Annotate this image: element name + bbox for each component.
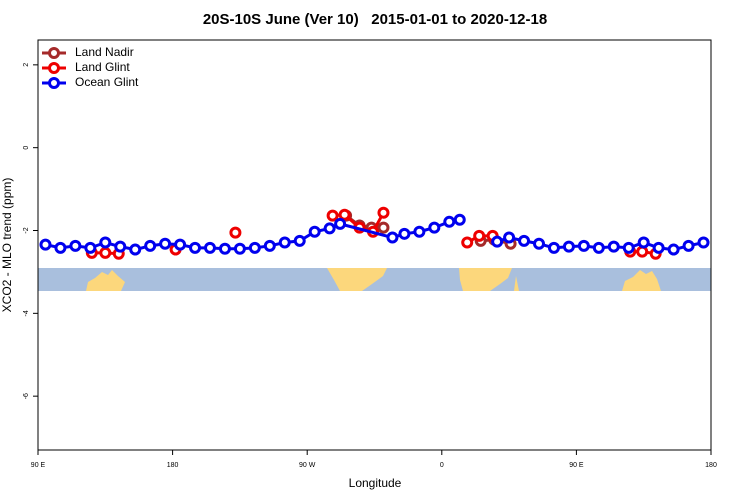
data-point [308,225,321,238]
data-point [248,241,261,254]
y-tick-label: 0 [23,146,30,150]
data-point [54,241,67,254]
data-point [114,240,127,253]
x-tick-label: 180 [167,462,179,469]
data-point [229,226,242,239]
data-point [39,238,52,251]
x-tick-label: 90 E [569,462,584,469]
data-point [338,208,351,221]
data-point [263,239,276,252]
data-point [491,235,504,248]
legend-label: Land Glint [75,60,130,74]
land-shape [514,276,519,291]
data-point [503,231,516,244]
data-point [533,237,546,250]
x-tick-label: 90 E [31,462,46,469]
data-point [189,241,202,254]
land-shape [459,268,512,291]
land-shape [86,270,125,291]
data-point [159,237,172,250]
chart-title: 20S-10S June (Ver 10) 2015-01-01 to 2020… [203,11,547,28]
y-tick-label: -4 [23,310,30,316]
legend-marker [48,77,60,89]
data-point [473,229,486,242]
data-point [607,240,620,253]
data-point [233,242,246,255]
legend-label: Ocean Glint [75,75,139,89]
data-point [547,241,560,254]
data-point [518,234,531,247]
legend-marker [48,47,60,59]
data-point [377,221,390,234]
legend-marker [48,62,60,74]
data-point [652,241,665,254]
x-axis-label: Longitude [349,476,402,490]
data-point [278,236,291,249]
data-point [144,239,157,252]
y-tick-label: 2 [23,63,30,67]
data-point [562,240,575,253]
legend-label: Land Nadir [75,45,134,59]
map-strip [38,268,711,291]
data-point [461,236,474,249]
land-shape [327,268,387,291]
x-tick-label: 180 [705,462,717,469]
data-point [69,239,82,252]
data-point [203,241,216,254]
y-tick-label: -6 [23,393,30,399]
data-point [293,234,306,247]
data-point [377,206,390,219]
data-point [637,236,650,249]
x-tick-label: 90 W [299,462,316,469]
data-point [428,221,441,234]
data-point [413,225,426,238]
data-point [84,241,97,254]
data-point [99,236,112,249]
data-point [386,231,399,244]
data-point [577,239,590,252]
y-tick-label: -2 [23,227,30,233]
data-point [174,238,187,251]
data-point [99,246,112,259]
data-point [129,243,142,256]
y-axis-label: XCO2 - MLO trend (ppm) [0,178,14,313]
land-shape [622,270,661,291]
data-point [323,222,336,235]
data-point [667,243,680,256]
x-tick-label: 0 [440,462,444,469]
plot-frame [37,39,712,451]
data-point [398,227,411,240]
data-point [682,239,695,252]
data-point [453,213,466,226]
data-point [622,241,635,254]
data-point [592,241,605,254]
data-point [443,215,456,228]
data-point [636,245,649,258]
data-point [697,236,710,249]
data-point [326,209,339,222]
data-point [334,217,347,230]
data-point [218,242,231,255]
